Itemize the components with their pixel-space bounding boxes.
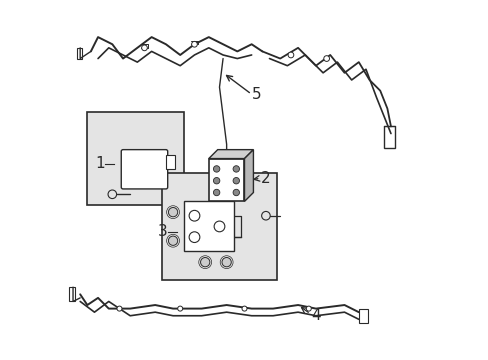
Text: 4: 4	[310, 308, 320, 323]
Circle shape	[213, 166, 220, 172]
Circle shape	[168, 236, 177, 246]
Polygon shape	[208, 150, 253, 158]
Text: 2: 2	[261, 171, 270, 186]
Circle shape	[222, 257, 231, 267]
Bar	[208, 158, 244, 202]
Circle shape	[168, 207, 177, 217]
Circle shape	[213, 177, 220, 184]
Bar	[358, 309, 367, 323]
Bar	[162, 173, 276, 280]
Text: 3: 3	[157, 224, 167, 239]
Circle shape	[305, 306, 311, 311]
Bar	[69, 287, 75, 301]
Circle shape	[191, 41, 197, 47]
Bar	[77, 48, 82, 59]
Circle shape	[213, 189, 220, 196]
Bar	[87, 112, 183, 205]
Bar	[165, 155, 175, 169]
Circle shape	[200, 257, 209, 267]
Text: 1: 1	[95, 157, 104, 171]
FancyBboxPatch shape	[121, 150, 167, 189]
Circle shape	[233, 177, 239, 184]
Circle shape	[323, 56, 329, 62]
Circle shape	[287, 52, 293, 58]
Polygon shape	[244, 150, 253, 202]
Bar	[183, 202, 233, 251]
Circle shape	[233, 166, 239, 172]
Circle shape	[177, 306, 183, 311]
Circle shape	[233, 189, 239, 196]
Bar	[383, 126, 394, 148]
Text: 5: 5	[252, 87, 261, 102]
Circle shape	[142, 45, 147, 51]
Circle shape	[242, 306, 246, 311]
Circle shape	[117, 306, 122, 311]
